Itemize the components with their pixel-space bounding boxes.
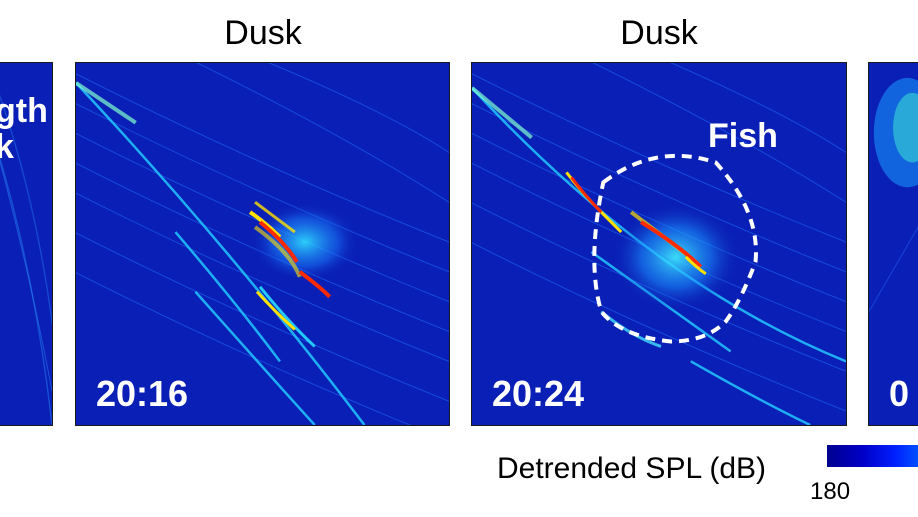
colorbar <box>827 445 918 467</box>
sonar-image-2016 <box>76 63 449 425</box>
sonar-panel-2016: 20:16 <box>75 62 450 426</box>
sonar-panel-right-partial: 0 <box>868 62 918 426</box>
sonar-image-right <box>869 63 918 425</box>
sonar-panel-left-partial: gth k <box>0 62 53 426</box>
panel-title-2: Dusk <box>620 14 698 52</box>
timestamp-right-partial: 0 <box>889 373 910 414</box>
timestamp-2024: 20:24 <box>492 373 585 414</box>
panel-title-1: Dusk <box>224 14 302 52</box>
sonar-image-2024 <box>472 63 846 425</box>
colorbar-label: Detrended SPL (dB) <box>497 452 767 485</box>
sonar-image-left <box>0 63 52 425</box>
sonar-panel-2024: Fish 20:24 <box>471 62 847 426</box>
timestamp-2016: 20:16 <box>96 373 189 414</box>
overlay-label-left: gth k <box>0 92 48 165</box>
colorbar-tick-min: 180 <box>810 478 851 505</box>
fish-label: Fish <box>708 117 778 155</box>
